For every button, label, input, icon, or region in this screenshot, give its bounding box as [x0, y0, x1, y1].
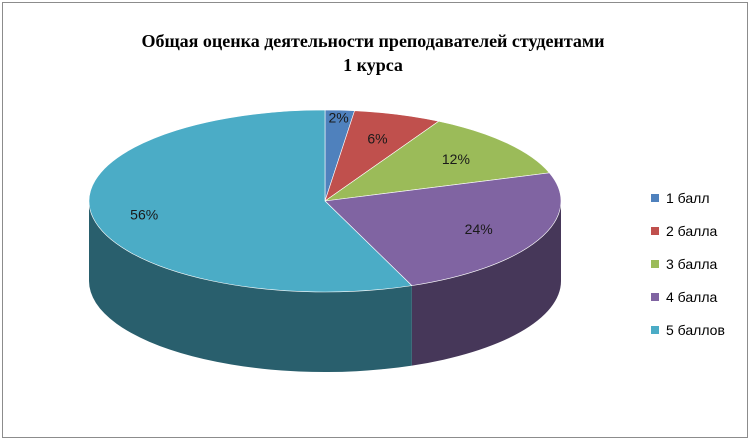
chart-title: Общая оценка деятельности преподавателей… — [3, 29, 743, 77]
legend-swatch-5 — [651, 325, 659, 334]
legend-label-3: 3 балла — [666, 255, 718, 272]
legend-item-1: 1 балл — [651, 181, 725, 214]
pie-slice-5 — [88, 109, 413, 293]
pie-side-5 — [89, 201, 412, 373]
legend-label-5: 5 баллов — [666, 321, 725, 338]
legend-item-4: 4 балла — [651, 280, 725, 313]
pie-side-4 — [411, 201, 561, 366]
chart-title-line-2: 1 курса — [343, 55, 403, 75]
chart-title-line-1: Общая оценка деятельности преподавателей… — [141, 31, 605, 51]
legend-label-1: 1 балл — [666, 189, 710, 206]
data-label-1: 2% — [328, 109, 348, 125]
pie-slice-3 — [324, 120, 551, 202]
data-label-4: 24% — [465, 221, 493, 237]
chart-legend: 1 балл 2 балла 3 балла 4 балла 5 баллов — [651, 181, 725, 346]
legend-swatch-1 — [651, 193, 659, 202]
legend-label-2: 2 балла — [666, 222, 718, 239]
legend-swatch-4 — [651, 292, 659, 301]
data-label-3: 12% — [442, 151, 470, 167]
legend-item-5: 5 баллов — [651, 313, 725, 346]
legend-item-2: 2 балла — [651, 214, 725, 247]
data-label-2: 6% — [367, 131, 387, 147]
legend-item-3: 3 балла — [651, 247, 725, 280]
pie-slice-4 — [324, 172, 562, 286]
data-label-5: 56% — [130, 206, 158, 222]
legend-label-4: 4 балла — [666, 288, 718, 305]
legend-swatch-2 — [651, 226, 659, 235]
legend-swatch-3 — [651, 259, 659, 268]
pie-chart: 2% 6% 12% 24% 56% — [88, 109, 562, 373]
